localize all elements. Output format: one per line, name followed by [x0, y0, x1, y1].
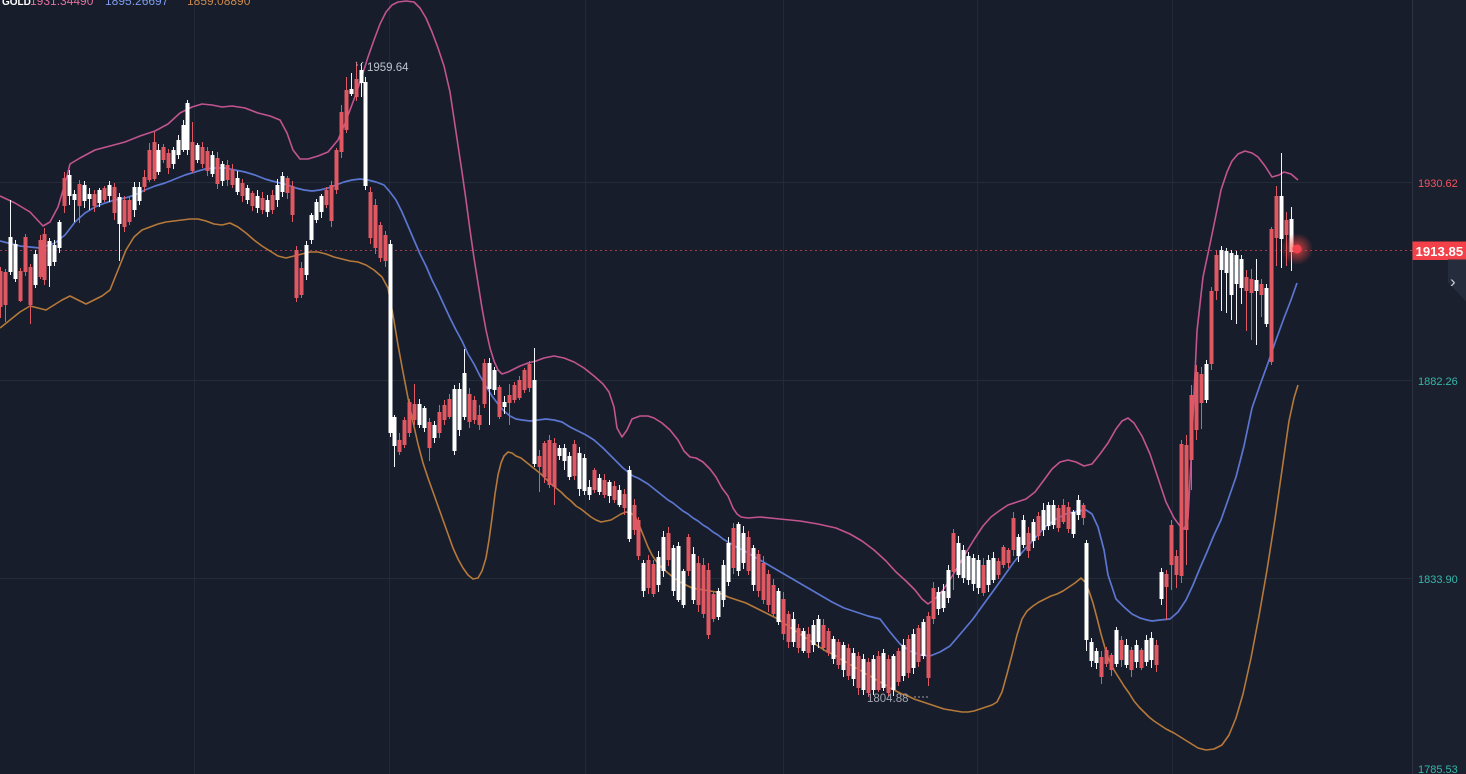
svg-text:1859.08890: 1859.08890 — [187, 0, 251, 8]
svg-text:1882.26: 1882.26 — [1418, 376, 1458, 388]
svg-text:1931.34490: 1931.34490 — [30, 0, 94, 8]
svg-text:1833.90: 1833.90 — [1418, 574, 1458, 586]
svg-text:1959.64: 1959.64 — [367, 62, 409, 74]
svg-text:GOLD: GOLD — [2, 0, 31, 8]
svg-text:1785.53: 1785.53 — [1418, 764, 1458, 774]
svg-text:1895.26697: 1895.26697 — [105, 0, 169, 8]
svg-text:1930.62: 1930.62 — [1418, 178, 1458, 190]
svg-text:1804.88: 1804.88 — [867, 693, 909, 705]
svg-text:›: › — [1450, 272, 1456, 291]
svg-text:1913.85: 1913.85 — [1416, 244, 1464, 259]
